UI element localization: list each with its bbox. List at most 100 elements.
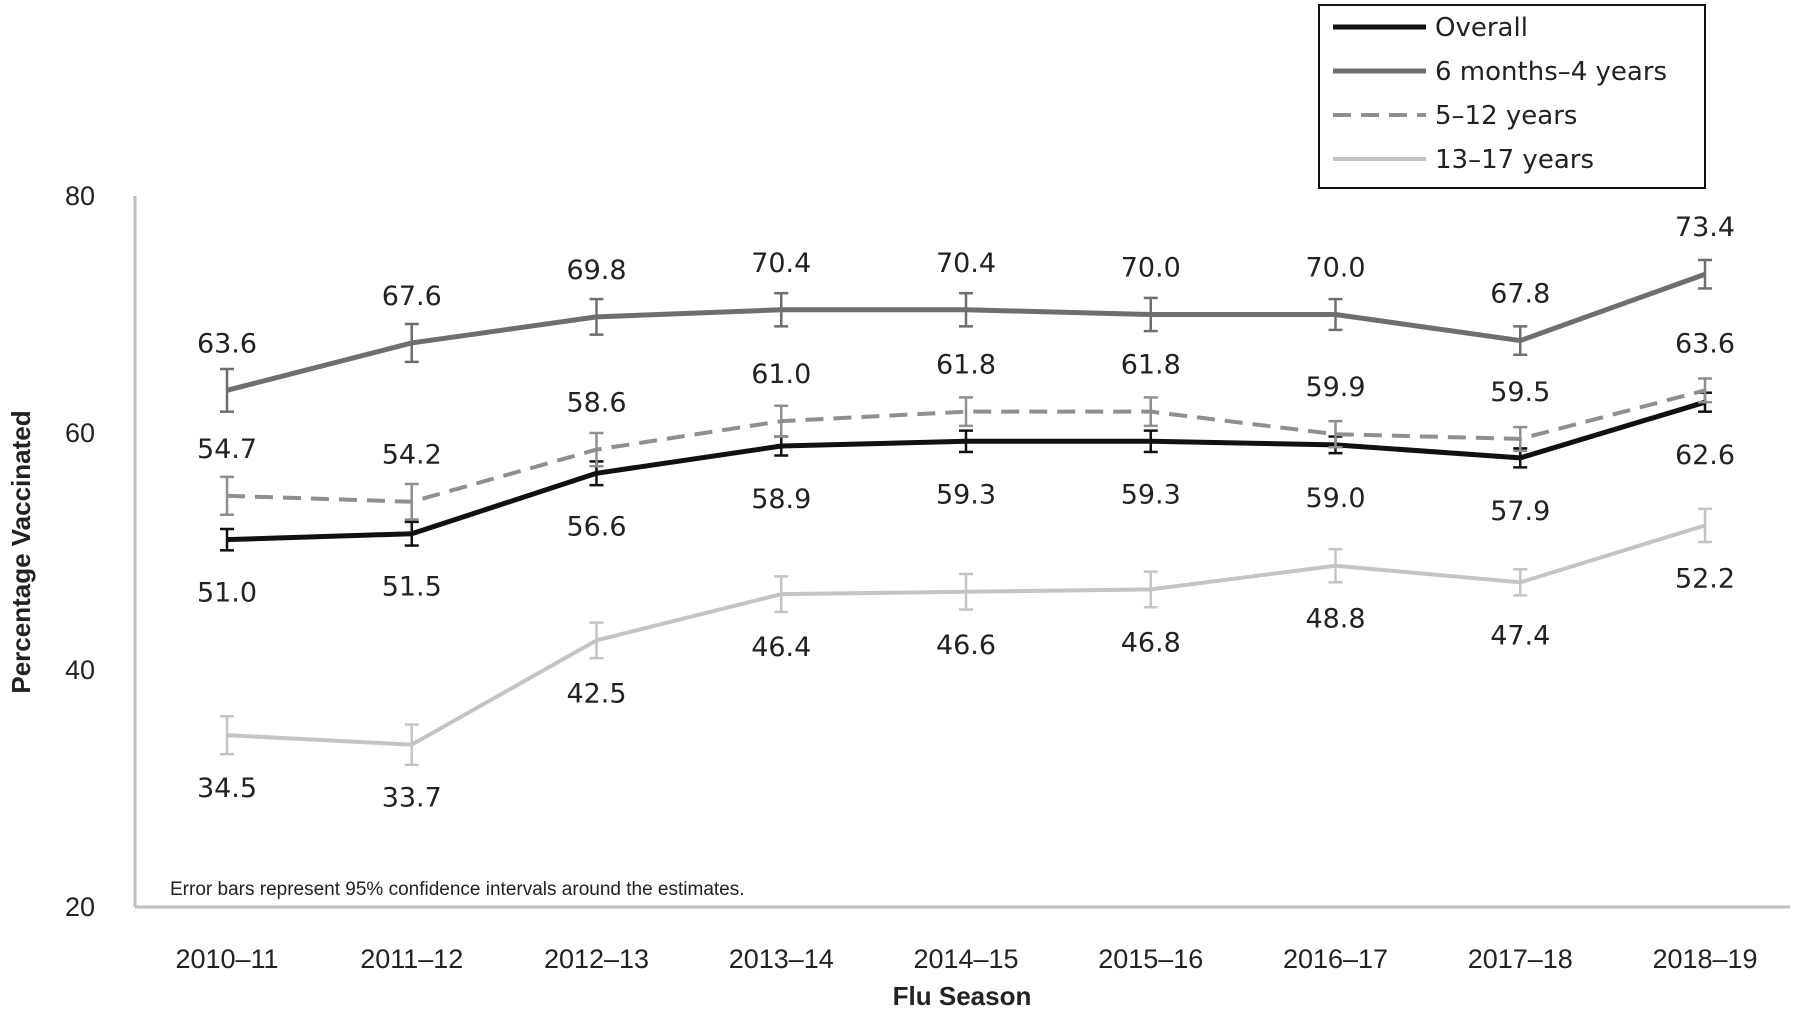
- data-label: 34.5: [197, 773, 257, 804]
- data-label: 67.8: [1490, 279, 1550, 310]
- error-bar: [959, 291, 973, 328]
- error-bar: [1513, 568, 1528, 597]
- data-label: 62.6: [1675, 440, 1735, 471]
- x-tick-label: 2010–11: [175, 944, 278, 974]
- error-bar: [1143, 570, 1158, 609]
- y-tick-label: 40: [65, 655, 95, 685]
- data-label: 70.0: [1121, 253, 1181, 284]
- error-bar: [220, 527, 234, 552]
- data-label: 42.5: [566, 678, 626, 709]
- error-bar: [1698, 258, 1712, 290]
- error-bar: [1698, 377, 1712, 404]
- error-bar: [589, 431, 604, 468]
- data-label: 58.6: [566, 388, 626, 419]
- error-bar: [1513, 325, 1528, 357]
- error-bar: [220, 367, 234, 413]
- x-axis-title: Flu Season: [893, 981, 1032, 1011]
- legend-item: 13–17 years: [1333, 145, 1594, 175]
- legend-label: 6 months–4 years: [1435, 57, 1667, 87]
- data-label: 51.0: [197, 578, 257, 609]
- data-label: 52.2: [1675, 563, 1735, 594]
- data-label: 59.9: [1305, 372, 1365, 403]
- legend-label: 5–12 years: [1435, 101, 1577, 131]
- data-label: 59.3: [936, 479, 996, 510]
- x-tick-label: 2013–14: [729, 944, 834, 974]
- data-label: 61.8: [1121, 350, 1181, 381]
- x-tick-label: 2011–12: [360, 944, 463, 974]
- legend-item: Overall: [1333, 13, 1528, 43]
- error-bar: [1143, 296, 1158, 333]
- error-bar: [404, 520, 419, 547]
- data-label: 57.9: [1490, 496, 1550, 527]
- error-bar: [1328, 419, 1343, 449]
- data-label: 70.4: [751, 248, 811, 279]
- data-label: 73.4: [1675, 212, 1735, 243]
- x-tick-label: 2017–18: [1468, 944, 1573, 974]
- data-label: 48.8: [1305, 604, 1365, 635]
- series-2: 54.7 54.2 58.6 61.0 61.8 61.8 59.9 59.5 63.6: [197, 328, 1735, 521]
- error-bar: [1328, 547, 1343, 584]
- error-bar: [404, 322, 419, 364]
- error-bar: [774, 575, 789, 614]
- error-bar: [220, 475, 234, 517]
- data-label: 63.6: [1675, 328, 1735, 359]
- data-label: 58.9: [751, 484, 811, 515]
- series-0: 51.0 51.5 56.6 58.9 59.3 59.3 59.0 57.9 62.6: [197, 391, 1735, 609]
- data-label: 54.7: [197, 434, 257, 465]
- y-tick-label: 20: [65, 892, 95, 922]
- error-bar: [959, 429, 973, 454]
- error-bar: [1143, 429, 1158, 454]
- chart-note: Error bars represent 95% confidence inte…: [170, 879, 745, 900]
- y-tick-label: 80: [65, 181, 95, 211]
- x-tick-label: 2012–13: [544, 944, 649, 974]
- data-label: 63.6: [197, 328, 257, 359]
- data-label: 59.3: [1121, 479, 1181, 510]
- error-bar: [959, 572, 973, 611]
- data-label: 61.0: [751, 359, 811, 390]
- y-tick-labels: 20 40 60 80: [65, 181, 95, 922]
- error-bar: [589, 621, 604, 660]
- series-line: [226, 388, 1706, 504]
- x-tick-label: 2014–15: [913, 944, 1018, 974]
- series-layer: 51.0 51.5 56.6 58.9 59.3 59.3 59.0 57.9 62.6 63.6…: [197, 212, 1735, 813]
- error-bar: [404, 723, 419, 767]
- legend-label: 13–17 years: [1435, 145, 1594, 175]
- series-1: 63.6 67.6 69.8 70.4 70.4 70.0 70.0 67.8 73.4: [197, 212, 1735, 413]
- data-label: 46.6: [936, 630, 996, 661]
- error-bar: [1328, 297, 1343, 332]
- error-bar: [1698, 507, 1712, 544]
- data-label: 46.8: [1121, 627, 1181, 658]
- error-bar: [220, 714, 234, 756]
- error-bar: [589, 297, 604, 336]
- data-label: 70.0: [1305, 253, 1365, 284]
- data-label: 70.4: [936, 248, 996, 279]
- y-tick-label: 60: [65, 418, 95, 448]
- data-label: 33.7: [382, 783, 442, 814]
- legend: Overall 6 months–4 years 5–12 years 13–17 y…: [1318, 4, 1706, 189]
- data-label: 61.8: [936, 350, 996, 381]
- legend-item: 5–12 years: [1333, 101, 1577, 131]
- data-label: 59.0: [1305, 483, 1365, 514]
- error-bar: [404, 482, 419, 521]
- error-bar: [1143, 396, 1158, 428]
- series-3: 34.5 33.7 42.5 46.4 46.6 46.8 48.8 47.4 52.2: [197, 507, 1735, 814]
- data-label: 59.5: [1490, 377, 1550, 408]
- x-tick-labels: 2010–11 2011–12 2012–13 2013–14 2014–15 2015–…: [175, 944, 1757, 974]
- x-tick-label: 2016–17: [1283, 944, 1388, 974]
- x-tick-label: 2015–16: [1098, 944, 1203, 974]
- error-bar: [774, 404, 789, 438]
- error-bar: [774, 291, 789, 328]
- data-label: 56.6: [566, 511, 626, 542]
- y-axis-title: Percentage Vaccinated: [6, 410, 36, 693]
- data-label: 46.4: [751, 632, 811, 663]
- data-label: 47.4: [1490, 620, 1550, 651]
- legend-label: Overall: [1435, 13, 1528, 43]
- data-label: 51.5: [382, 572, 442, 603]
- error-bar: [959, 396, 973, 428]
- data-label: 54.2: [382, 440, 442, 471]
- legend-item: 6 months–4 years: [1333, 57, 1667, 87]
- data-label: 69.8: [566, 255, 626, 286]
- x-tick-label: 2018–19: [1652, 944, 1757, 974]
- data-label: 67.6: [382, 281, 442, 312]
